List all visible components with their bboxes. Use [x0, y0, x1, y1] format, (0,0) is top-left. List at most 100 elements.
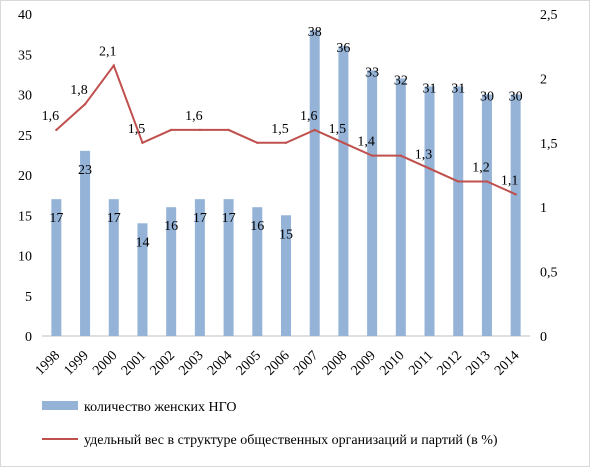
y-right-tick-label: 1,5: [540, 137, 558, 152]
bar-data-label: 14: [135, 235, 149, 250]
legend-label-bar: количество женских НГО: [84, 400, 237, 415]
bars: [51, 30, 521, 337]
bar-data-label: 30: [480, 90, 494, 105]
y-left-tick-label: 10: [18, 250, 32, 265]
bar-data-label: 23: [78, 163, 92, 178]
bar-data-label: 31: [423, 81, 437, 96]
bar: [252, 207, 263, 336]
line-point: [55, 128, 58, 132]
y-left-tick-label: 30: [18, 89, 32, 104]
legend-label-line: удельный вес в структуре общественных ор…: [84, 433, 498, 448]
line-data-label: 1,1: [501, 173, 519, 188]
bar-data-label: 33: [365, 65, 379, 80]
x-tick-label: 2007: [291, 348, 321, 378]
line-point: [169, 128, 173, 132]
bar: [309, 30, 320, 336]
bar: [194, 199, 205, 336]
y-left-tick-label: 20: [18, 169, 32, 184]
y-left-tick-label: 40: [18, 8, 32, 23]
y-right-tick-label: 2,5: [540, 8, 558, 23]
line-point: [198, 128, 202, 132]
line-point: [342, 141, 345, 144]
x-tick-label: 1999: [61, 348, 91, 378]
line-point: [514, 193, 517, 196]
legend: количество женских НГО удельный вес в стр…: [42, 400, 498, 448]
line-point: [370, 154, 374, 157]
line-data-label: 1,8: [70, 83, 88, 98]
bar: [453, 86, 464, 336]
bar-data-label: 17: [107, 211, 121, 226]
bar-data-label: 17: [193, 211, 207, 226]
x-tick-label: 2001: [119, 348, 149, 378]
line-data-label: 1,3: [415, 148, 433, 163]
bar: [80, 150, 91, 336]
line-data-label: 1,5: [271, 122, 289, 137]
bar: [137, 223, 148, 336]
line-point: [428, 167, 431, 170]
x-tick-label: 2010: [377, 348, 407, 378]
line-point: [141, 141, 144, 144]
line-data-label: 1,5: [128, 122, 146, 137]
y-right-tick-label: 1: [540, 201, 547, 216]
line-data-label: 1,5: [329, 122, 347, 137]
x-tick-label: 2011: [406, 348, 436, 378]
bar: [367, 70, 378, 336]
line-point: [457, 180, 460, 183]
y-left-tick-label: 0: [25, 330, 32, 345]
bar: [338, 46, 349, 336]
legend-swatch-bar: [42, 401, 78, 410]
bar: [166, 207, 177, 336]
line-data-label: 1,4: [357, 135, 375, 150]
line-data-label: 1,6: [300, 109, 318, 124]
bar: [481, 94, 492, 336]
line-point: [284, 141, 288, 144]
line-series: [55, 63, 517, 196]
legend-item-bar: количество женских НГО: [42, 400, 237, 415]
bar-labels: 17 23 17 14 16 17 17 16 15 38 36 33 32 31 31 30 30: [49, 25, 522, 250]
line-point: [112, 64, 115, 67]
bar: [51, 199, 62, 336]
y-right-tick-label: 0: [540, 330, 547, 345]
bar-data-label: 30: [509, 90, 523, 105]
legend-item-line: удельный вес в структуре общественных ор…: [42, 433, 498, 448]
x-tick-label: 2006: [262, 348, 292, 378]
line-point: [399, 154, 403, 157]
bar: [223, 199, 234, 336]
x-tick-label: 2008: [320, 348, 350, 378]
line-point: [256, 141, 259, 144]
bar-data-label: 17: [49, 211, 63, 226]
line-data-label: 1,2: [472, 160, 490, 175]
x-tick-label: 2012: [435, 348, 465, 378]
line-data-label: 1,6: [185, 109, 203, 124]
bar: [395, 78, 406, 337]
y-left-tick-label: 35: [18, 48, 32, 63]
line-data-label: 1,6: [42, 109, 60, 124]
bar: [281, 215, 291, 336]
bar: [510, 94, 521, 336]
x-tick-label: 2003: [176, 348, 206, 378]
y-left-tick-label: 5: [25, 290, 32, 305]
bar-data-label: 17: [222, 211, 236, 226]
x-tick-label: 1998: [33, 348, 63, 378]
bar-data-label: 15: [279, 227, 293, 242]
line-labels: 1,6 1,8 2,1 1,5 1,6 1,5 1,6 1,5 1,4 1,3 1,2 1,1: [42, 45, 519, 189]
y-left-tick-label: 15: [18, 209, 32, 224]
x-tick-label: 2005: [234, 348, 264, 378]
x-tick-label: 2014: [492, 348, 522, 378]
bar: [108, 199, 119, 336]
line-point: [227, 128, 230, 132]
line-data-label: 2,1: [99, 45, 117, 60]
bar-data-label: 31: [451, 81, 465, 96]
x-tick-label: 2009: [349, 348, 379, 378]
bar: [424, 86, 435, 336]
y-right-tick-label: 0,5: [540, 266, 558, 281]
bar-data-label: 38: [308, 25, 322, 40]
x-tick-label: 2013: [463, 348, 493, 378]
line-point: [313, 128, 316, 132]
line-point: [83, 102, 87, 106]
bar-data-label: 36: [336, 41, 350, 56]
y-left-tick-label: 25: [18, 129, 32, 144]
bar-data-label: 16: [250, 219, 264, 234]
line-point: [485, 180, 489, 183]
